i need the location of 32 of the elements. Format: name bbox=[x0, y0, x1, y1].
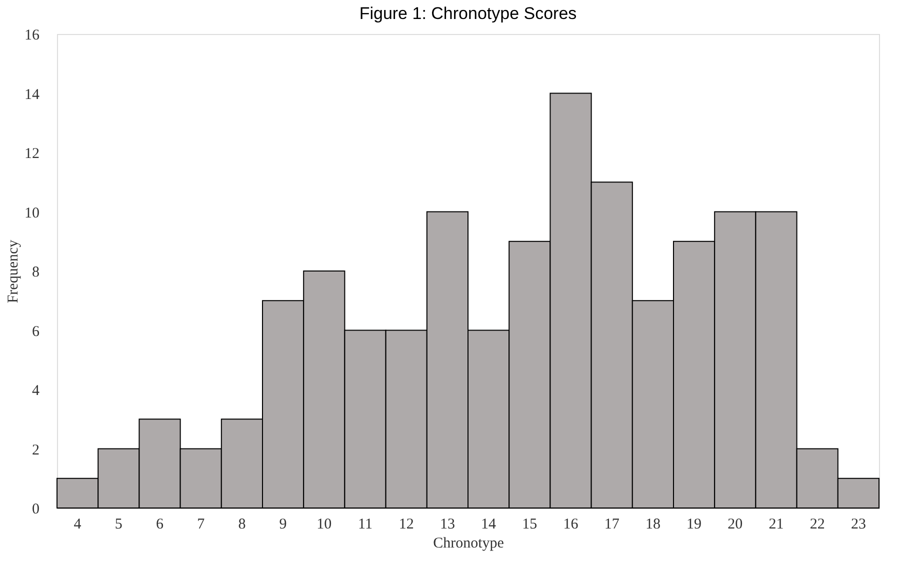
x-tick-label: 6 bbox=[156, 516, 164, 532]
y-tick-label: 4 bbox=[32, 383, 40, 399]
x-tick-label: 17 bbox=[604, 516, 620, 532]
x-tick-label: 8 bbox=[238, 516, 246, 532]
x-tick-label: 19 bbox=[686, 516, 702, 532]
y-axis-title: Frequency bbox=[6, 239, 22, 304]
y-tick-label: 10 bbox=[24, 205, 40, 222]
x-tick-label: 23 bbox=[850, 516, 866, 532]
y-tick-label: 14 bbox=[24, 86, 40, 103]
x-tick-label: 14 bbox=[481, 516, 497, 532]
x-tick-label: 11 bbox=[358, 516, 372, 532]
y-tick-label: 16 bbox=[24, 28, 40, 44]
x-tick-label: 4 bbox=[74, 516, 82, 532]
y-tick-label: 12 bbox=[24, 146, 40, 162]
x-tick-label: 12 bbox=[398, 516, 414, 532]
x-tick-label: 13 bbox=[440, 516, 455, 532]
x-tick-label: 16 bbox=[563, 516, 579, 532]
x-tick-label: 20 bbox=[728, 516, 743, 532]
x-tick-label: 15 bbox=[522, 516, 538, 532]
x-tick-label: 22 bbox=[810, 516, 825, 532]
x-tick-label: 9 bbox=[279, 516, 287, 532]
x-tick-label: 10 bbox=[316, 516, 332, 532]
x-tick-label: 18 bbox=[645, 516, 660, 532]
x-tick-label: 7 bbox=[197, 516, 206, 532]
y-tick-label: 0 bbox=[32, 502, 40, 518]
y-tick-label: 2 bbox=[32, 442, 40, 458]
x-tick-label: 5 bbox=[114, 516, 122, 532]
y-tick-label: 8 bbox=[32, 264, 40, 280]
chart-title: Figure 1: Chronotype Scores bbox=[359, 4, 577, 23]
x-axis-title: Chronotype bbox=[433, 536, 504, 552]
x-tick-label: 21 bbox=[768, 516, 784, 532]
y-tick-label: 6 bbox=[32, 324, 40, 340]
